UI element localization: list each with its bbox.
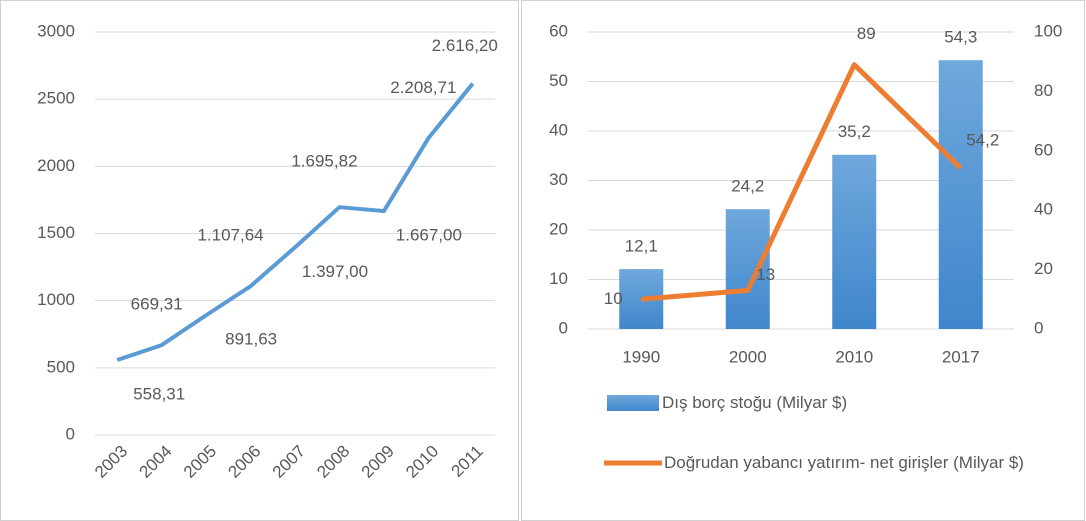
data-label: 891,63 bbox=[225, 330, 277, 349]
data-label: 13 bbox=[756, 265, 775, 284]
y2-tick-label: 20 bbox=[1034, 259, 1053, 278]
x-tick-label: 1990 bbox=[622, 347, 660, 366]
data-label: 10 bbox=[604, 289, 623, 308]
y-tick-label: 30 bbox=[549, 170, 568, 189]
x-tick-label: 2008 bbox=[313, 442, 353, 482]
data-label: 2.616,20 bbox=[432, 36, 498, 55]
x-tick-label: 2003 bbox=[91, 442, 131, 482]
y2-tick-label: 100 bbox=[1034, 21, 1062, 40]
data-label: 54,3 bbox=[944, 28, 977, 47]
data-label: 1.397,00 bbox=[302, 262, 368, 281]
y-tick-label: 1000 bbox=[37, 290, 75, 309]
y-tick-label: 60 bbox=[549, 21, 568, 40]
x-tick-label: 2005 bbox=[180, 442, 220, 482]
data-label: 54,2 bbox=[966, 131, 999, 150]
y2-tick-label: 0 bbox=[1034, 318, 1043, 337]
x-tick-label: 2007 bbox=[269, 442, 309, 482]
y2-tick-label: 80 bbox=[1034, 81, 1053, 100]
x-tick-label: 2000 bbox=[729, 347, 767, 366]
y-tick-label: 40 bbox=[549, 120, 568, 139]
y-tick-label: 500 bbox=[47, 357, 75, 376]
legend-label: Dış borç stoğu (Milyar $) bbox=[662, 393, 848, 412]
y-tick-label: 10 bbox=[549, 269, 568, 288]
line bbox=[641, 62, 963, 302]
y-tick-label: 1500 bbox=[37, 223, 75, 242]
data-label: 669,31 bbox=[131, 295, 183, 314]
y-tick-label: 0 bbox=[559, 318, 568, 337]
line bbox=[116, 82, 475, 362]
x-tick-label: 2010 bbox=[835, 347, 873, 366]
data-label: 558,31 bbox=[133, 384, 185, 403]
y2-tick-label: 60 bbox=[1034, 140, 1053, 159]
bar bbox=[832, 154, 877, 329]
y-tick-label: 50 bbox=[549, 71, 568, 90]
x-tick-label: 2010 bbox=[402, 442, 442, 482]
bar bbox=[725, 209, 770, 329]
legend-label: Doğrudan yabancı yatırım- net girişler (… bbox=[664, 453, 1024, 472]
data-label: 1.107,64 bbox=[197, 226, 263, 245]
data-label: 2.208,71 bbox=[390, 78, 456, 97]
x-tick-label: 2006 bbox=[224, 442, 264, 482]
y-tick-label: 2500 bbox=[37, 89, 75, 108]
x-tick-label: 2011 bbox=[447, 442, 486, 481]
legend-key bbox=[607, 395, 659, 411]
data-label: 12,1 bbox=[625, 237, 658, 256]
y-tick-label: 0 bbox=[66, 424, 75, 443]
y-tick-label: 2000 bbox=[37, 156, 75, 175]
chart-border bbox=[521, 0, 1085, 521]
y2-tick-label: 40 bbox=[1034, 200, 1053, 219]
x-tick-label: 2009 bbox=[358, 442, 398, 482]
y-tick-label: 20 bbox=[549, 219, 568, 238]
data-label: 89 bbox=[857, 24, 876, 43]
data-label: 35,2 bbox=[838, 122, 871, 141]
data-label: 1.667,00 bbox=[396, 226, 462, 245]
x-tick-label: 2004 bbox=[135, 442, 175, 482]
data-label: 24,2 bbox=[731, 177, 764, 196]
x-tick-label: 2017 bbox=[942, 347, 980, 366]
bar bbox=[938, 60, 983, 330]
y-tick-label: 3000 bbox=[37, 21, 75, 40]
data-label: 1.695,82 bbox=[291, 152, 357, 171]
